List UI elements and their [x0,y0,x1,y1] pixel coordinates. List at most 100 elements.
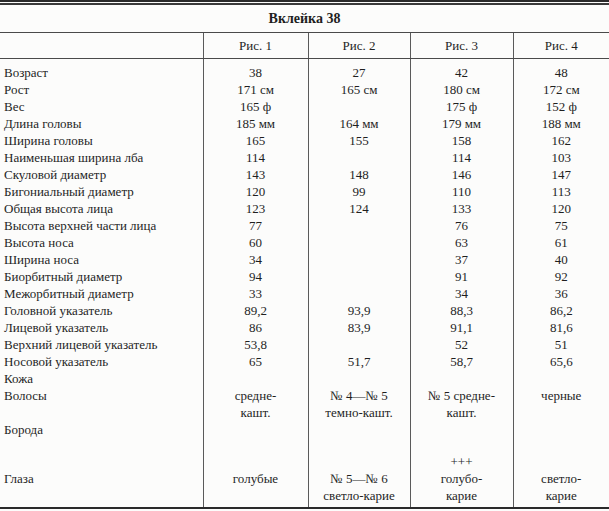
cell-value: 27 [308,59,410,82]
cell-value: 148 [308,166,410,183]
cell-value: 164 мм [308,115,410,132]
row-label: Ширина головы [0,132,203,149]
cell-value: 99 [308,183,410,200]
cell-value: 185 мм [203,115,308,132]
cell-value: 179 мм [410,115,513,132]
cell-value: 81,6 [513,319,609,336]
cell-value: 172 см [513,81,609,98]
cell-value [308,336,410,353]
row-label: Рост [0,81,203,98]
table-row: Верхний лицевой указатель53,85251 [0,336,609,353]
table-header: Рис. 1 Рис. 2 Рис. 3 Рис. 4 [0,33,609,59]
row-label: Скуловой диаметр [0,166,203,183]
table-row: Межорбитный диаметр333436 [0,285,609,302]
cell-value: 171 см [203,81,308,98]
cell-value [308,285,410,302]
table-body: Возраст38274248Рост171 см165 см180 см172… [0,59,609,508]
cell-value [308,268,410,285]
table-row: Глазаголубые№ 5—№ 6 светло-карие+++ голу… [0,453,609,507]
table-row: Ширина головы165155158162 [0,132,609,149]
cell-value: 33 [203,285,308,302]
cell-value: 143 [203,166,308,183]
row-label: Высота верхней части лица [0,217,203,234]
cell-value [203,421,308,453]
cell-value: 175 ф [410,98,513,115]
cell-value: 165 см [308,81,410,98]
cell-value: 61 [513,234,609,251]
table-row: Общая высота лица123124133120 [0,200,609,217]
cell-value: 65 [203,353,308,370]
cell-value [513,421,609,453]
row-label: Высота носа [0,234,203,251]
cell-value: 165 ф [203,98,308,115]
cell-value: 113 [513,183,609,200]
row-label: Носовой указатель [0,353,203,370]
cell-value [203,370,308,387]
cell-value: 92 [513,268,609,285]
cell-value: 114 [410,149,513,166]
row-label: Ширина носа [0,251,203,268]
table-row: Кожа [0,370,609,387]
table-row: Возраст38274248 [0,59,609,82]
table-row: Высота верхней части лица777675 [0,217,609,234]
cell-value [308,234,410,251]
cell-value: средне- кашт. [203,387,308,421]
cell-value: 120 [513,200,609,217]
cell-value: 40 [513,251,609,268]
cell-value: 77 [203,217,308,234]
table-row: Бигониальный диаметр12099110113 [0,183,609,200]
cell-value [308,251,410,268]
table-row: Волосысредне- кашт.№ 4—№ 5 темно-кашт.№ … [0,387,609,421]
cell-value: 37 [410,251,513,268]
cell-value: № 5—№ 6 светло-карие [308,453,410,507]
cell-value: 158 [410,132,513,149]
cell-value: 162 [513,132,609,149]
cell-value [410,421,513,453]
row-label: Биорбитный диаметр [0,268,203,285]
table-row: Наименьшая ширина лба114114103 [0,149,609,166]
header-cell-fig2: Рис. 2 [308,33,410,59]
table-row: Рост171 см165 см180 см172 см [0,81,609,98]
cell-value: 65,6 [513,353,609,370]
cell-value: 34 [410,285,513,302]
row-label: Глаза [0,453,203,507]
cell-value: 86,2 [513,302,609,319]
cell-value: 89,2 [203,302,308,319]
scanned-table-page: Вклейка 38 Рис. 1 Рис. 2 Рис. 3 Рис. 4 В… [0,0,609,511]
measurements-table: Рис. 1 Рис. 2 Рис. 3 Рис. 4 Возраст38274… [0,33,609,507]
cell-value: 165 [203,132,308,149]
table-row: Биорбитный диаметр949192 [0,268,609,285]
table-row: Лицевой указатель8683,991,181,6 [0,319,609,336]
top-double-rule [0,0,609,3]
row-label: Кожа [0,370,203,387]
cell-value: 63 [410,234,513,251]
cell-value: 53,8 [203,336,308,353]
row-label: Межорбитный диаметр [0,285,203,302]
cell-value: 34 [203,251,308,268]
cell-value: 91 [410,268,513,285]
row-label: Длина головы [0,115,203,132]
cell-value [308,217,410,234]
cell-value: 180 см [410,81,513,98]
cell-value: 120 [203,183,308,200]
cell-value: 58,7 [410,353,513,370]
cell-value: 93,9 [308,302,410,319]
row-label: Верхний лицевой указатель [0,336,203,353]
cell-value: 38 [203,59,308,82]
cell-value: 48 [513,59,609,82]
cell-value [308,149,410,166]
table-row: Носовой указатель6551,758,765,6 [0,353,609,370]
cell-value: 123 [203,200,308,217]
row-label: Борода [0,421,203,453]
row-label: Общая высота лица [0,200,203,217]
cell-value: 91,1 [410,319,513,336]
cell-value: 103 [513,149,609,166]
cell-value: 52 [410,336,513,353]
row-label: Волосы [0,387,203,421]
header-cell-fig3: Рис. 3 [410,33,513,59]
table-row: Скуловой диаметр143148146147 [0,166,609,183]
header-cell-fig1: Рис. 1 [203,33,308,59]
cell-value: 60 [203,234,308,251]
cell-value [308,421,410,453]
table-row: Длина головы185 мм164 мм179 мм188 мм [0,115,609,132]
